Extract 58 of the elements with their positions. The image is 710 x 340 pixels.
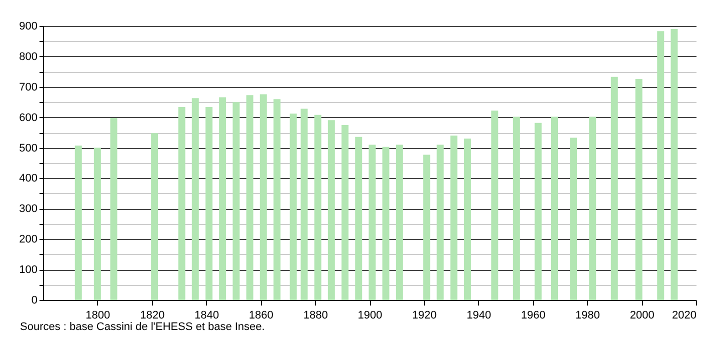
- bar: [74, 146, 82, 300]
- y-tick-label: 900: [19, 20, 38, 32]
- x-tick-label: 1960: [521, 310, 546, 322]
- bar: [382, 146, 390, 300]
- bar: [589, 116, 596, 300]
- bar: [464, 138, 471, 300]
- bar: [314, 114, 322, 300]
- bar: [192, 98, 199, 300]
- y-tick-label: 800: [19, 50, 38, 63]
- bar: [178, 106, 186, 300]
- bar: [94, 148, 101, 300]
- x-tick-label: 1820: [140, 310, 165, 322]
- y-tick-label: 200: [19, 234, 38, 246]
- x-tick-label: 1920: [412, 310, 437, 322]
- bar: [342, 124, 349, 300]
- bar: [635, 78, 642, 300]
- bar: [436, 144, 444, 300]
- bar: [246, 95, 254, 300]
- bar: [491, 110, 498, 300]
- bar: [300, 108, 308, 300]
- y-tick-label: 400: [19, 172, 38, 185]
- bar: [551, 116, 558, 300]
- x-tick-label: 1840: [194, 310, 219, 322]
- x-tick-label: 1860: [248, 310, 274, 322]
- bar: [110, 118, 118, 300]
- bar: [328, 120, 335, 300]
- x-tick-label: 1980: [575, 310, 600, 322]
- bar: [151, 133, 158, 300]
- bar: [290, 114, 297, 300]
- x-tick-label: 1880: [303, 310, 328, 322]
- x-tick-label: 1940: [466, 310, 492, 322]
- y-tick-label: 0: [31, 294, 38, 306]
- y-tick-label: 300: [19, 203, 38, 216]
- bar: [368, 144, 376, 300]
- y-tick-label: 700: [19, 81, 38, 94]
- bar: [512, 116, 520, 300]
- bar: [260, 94, 267, 300]
- bar: [232, 102, 240, 300]
- y-tick-label: 600: [19, 112, 38, 124]
- bar: [570, 138, 578, 300]
- y-tick-label: 500: [19, 142, 38, 154]
- x-tick-label: 2000: [630, 310, 654, 322]
- bar: [610, 76, 618, 300]
- x-tick-label: 1800: [86, 310, 110, 322]
- bar: [534, 122, 542, 300]
- x-tick-label: 1900: [358, 310, 382, 322]
- source-note: Sources : base Cassini de l'EHESS et base Insee.: [20, 321, 265, 333]
- bar: [657, 31, 664, 300]
- bar: [205, 106, 212, 300]
- bar: [273, 99, 280, 300]
- x-tick-label: 2020: [672, 310, 696, 322]
- bar: [670, 29, 678, 300]
- bar: [219, 97, 226, 300]
- bar: [450, 136, 458, 300]
- bar: [423, 154, 430, 300]
- y-tick-label: 100: [19, 264, 38, 276]
- bar: [396, 144, 403, 300]
- bar: [355, 136, 362, 300]
